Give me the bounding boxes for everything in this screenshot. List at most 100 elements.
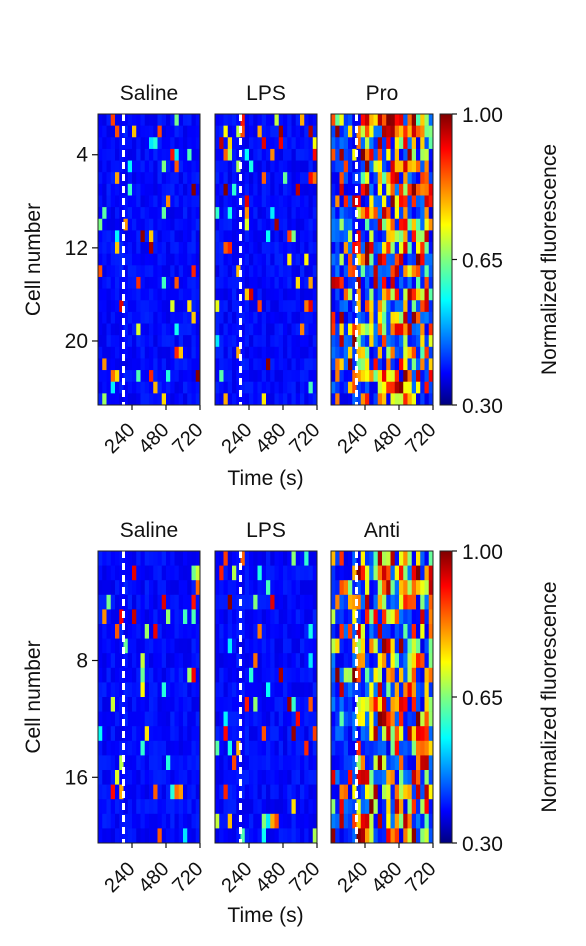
heatmap-cell [270,580,275,596]
heatmap-cell [274,638,280,654]
heatmap-cell [223,799,229,815]
heatmap-cell [377,638,383,654]
heatmap-cell [352,682,357,698]
heatmap-cell [377,137,383,150]
heatmap-cell [428,594,434,610]
heatmap-cell [331,160,336,173]
heatmap-cell [161,682,167,698]
heatmap-cell [253,565,258,581]
heatmap-cell [365,195,370,208]
heatmap-cell [377,346,383,359]
heatmap-cell [140,770,146,785]
heatmap-cell [360,253,366,266]
heatmap-cell [331,323,336,336]
heatmap-cell [424,160,430,173]
heatmap-cell [119,565,124,581]
heatmap-cell [308,160,314,173]
heatmap-cell [170,183,175,196]
heatmap-cell [403,740,408,756]
heatmap-cell [244,609,250,625]
heatmap-cell [339,160,345,173]
heatmap-cell [377,300,383,313]
heatmap-cell [300,242,305,254]
heatmap-cell [308,346,314,359]
heatmap-cell [261,265,267,278]
heatmap-cell [274,335,280,348]
heatmap-cell [348,784,353,800]
heatmap-cell [144,784,150,800]
heatmap-cell [183,565,188,581]
heatmap-cell [98,551,103,566]
heatmap-cell [356,370,362,383]
heatmap-cell [295,358,301,371]
heatmap-cell [356,230,362,243]
heatmap-cell [106,300,112,313]
heatmap-cell [187,207,192,220]
heatmap-cell [170,711,175,727]
heatmap-cell [428,125,434,138]
heatmap-cell [161,218,167,231]
heatmap-cell [102,160,107,173]
heatmap-cell [183,697,188,712]
heatmap-cell [261,218,267,231]
heatmap-cell [115,565,120,581]
heatmap-cell [331,393,336,406]
heatmap-cell [166,323,171,336]
heatmap-cell [119,624,124,639]
heatmap-cell [240,682,246,698]
heatmap-cell [187,799,192,815]
heatmap-cell [382,183,387,196]
heatmap-cell [195,580,201,596]
heatmap-cell [227,346,233,359]
heatmap-cell [149,393,154,406]
heatmap-cell [283,565,288,581]
heatmap-cell [300,755,305,771]
heatmap-cell [249,381,254,394]
heatmap-cell [187,265,192,278]
heatmap-cell [300,667,305,683]
heatmap-cell [219,653,224,669]
heatmap-cell [166,253,171,266]
heatmap-cell [166,335,171,348]
heatmap-cell [348,323,353,336]
heatmap-cell [291,726,297,742]
heatmap-cell [420,594,425,610]
heatmap-cell [187,276,192,289]
heatmap-cell [195,300,201,313]
heatmap-cell [132,828,137,844]
heatmap-cell [249,609,254,625]
heatmap-cell [157,813,163,829]
heatmap-cell [123,207,129,220]
heatmap-cell [331,265,336,278]
heatmap-cell [191,323,197,336]
heatmap-cell [223,335,229,348]
heatmap-cell [424,381,430,394]
heatmap-cell [394,288,400,301]
heatmap-cell [300,288,305,301]
heatmap-cell [136,697,141,712]
heatmap-cell [223,195,229,208]
heatmap-cell [424,740,430,756]
heatmap-cell [119,784,124,800]
heatmap-cell [149,565,154,581]
heatmap-cell [360,370,366,383]
heatmap-cell [223,653,229,669]
heatmap-cell [195,148,201,161]
heatmap-cell [291,697,297,712]
heatmap-cell [170,242,175,254]
heatmap-cell [166,638,171,654]
heatmap-cell [295,565,301,581]
heatmap-cell [295,653,301,669]
heatmap-cell [390,218,396,231]
heatmap-cell [191,828,197,844]
heatmap-cell [261,125,267,138]
heatmap-cell [166,125,171,138]
heatmap-cell [98,148,103,161]
heatmap-cell [424,813,430,829]
heatmap-cell [295,813,301,829]
heatmap-cell [144,393,150,406]
heatmap-cell [161,381,167,394]
heatmap-cell [127,624,133,639]
heatmap-cell [428,114,434,126]
heatmap-cell [227,770,233,785]
